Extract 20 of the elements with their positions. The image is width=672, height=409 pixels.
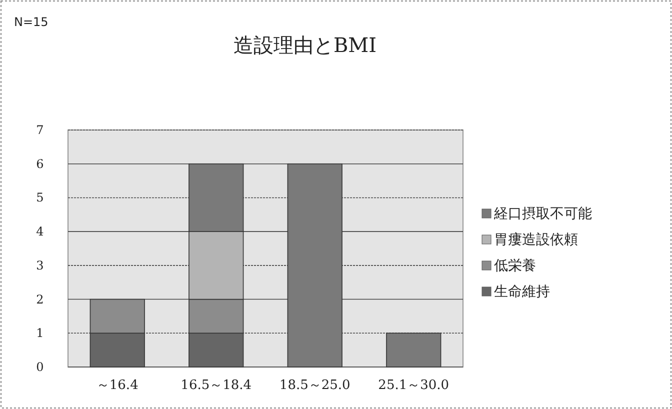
y-tick-label: 2 <box>36 292 44 306</box>
y-tick-label: 7 <box>36 123 44 137</box>
y-tick-label: 5 <box>36 190 44 205</box>
x-tick-label: ～16.4 <box>96 378 138 393</box>
y-tick-label: 3 <box>36 258 44 272</box>
x-tick-label: 25.1～30.0 <box>378 378 450 393</box>
y-tick-label: 0 <box>36 360 44 374</box>
bar <box>287 163 342 368</box>
text: N=15 <box>14 15 48 29</box>
legend-label: 胃瘻造設依頼 <box>494 232 578 248</box>
bar <box>386 332 442 368</box>
legend-label: 生命維持 <box>494 284 550 300</box>
y-tick-label: 1 <box>36 326 44 340</box>
x-tick-label: 16.5～18.4 <box>180 378 252 393</box>
y-tick-label: 4 <box>36 224 44 239</box>
x-tick-label: 18.5～25.0 <box>279 378 350 393</box>
y-tick-label: 6 <box>36 156 44 171</box>
legend-label: 経口摂取不可能 <box>493 206 592 222</box>
chart-title: 造設理由とBMI <box>233 33 377 57</box>
legend-label: 低栄養 <box>494 258 536 274</box>
